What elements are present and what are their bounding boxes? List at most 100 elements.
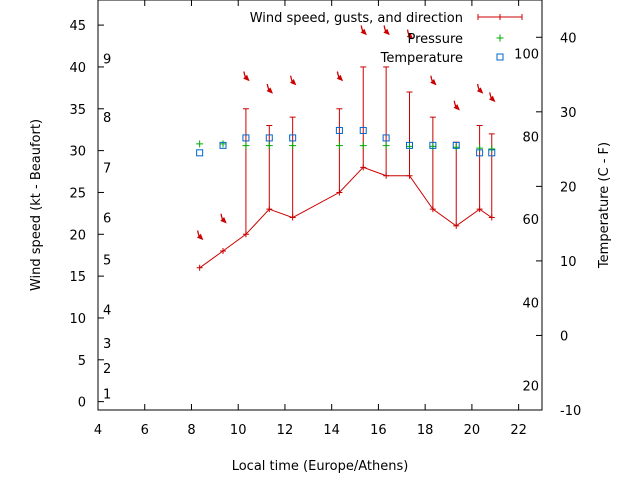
pressure-point [242,142,250,150]
y-tick-label: 25 [69,186,86,201]
y-tick-label: 30 [69,145,86,160]
temperature-point [265,134,273,142]
fahrenheit-label: 100 [514,48,539,63]
y2-tick-label: 40 [560,31,577,46]
y-tick-label: 40 [69,61,86,76]
y-axis-label: Wind speed (kt - Beaufort) [29,119,44,291]
y-tick-label: 15 [69,270,86,285]
y2-tick-label: 30 [560,106,577,121]
beaufort-label: 2 [103,362,111,377]
y2-tick-label: 20 [560,180,577,195]
x-tick-label: 18 [417,423,434,438]
wind-speed-point [406,172,413,179]
beaufort-label: 4 [103,304,111,319]
legend-label: Pressure [407,32,463,47]
pressure-point [476,144,484,152]
pressure-point [265,142,273,150]
pressure-point [382,142,390,150]
wind-speed-point [266,206,273,213]
fahrenheit-label: 20 [522,379,539,394]
wind-speed-point [242,231,249,238]
legend-label: Temperature [380,51,463,66]
x-tick-label: 6 [141,423,149,438]
temperature-point [335,126,343,134]
pressure-point [488,145,496,153]
y2-tick-label: 10 [560,255,577,270]
y-tick-label: 35 [69,103,86,118]
fahrenheit-label: 80 [522,130,539,145]
temperature-point [242,134,250,142]
wind-direction-arrowhead [289,78,297,86]
beaufort-label: 9 [103,53,111,68]
wind-direction-arrowhead [383,28,390,36]
pressure-point [289,142,297,150]
x-tick-label: 20 [464,423,481,438]
temperature-point [196,149,204,157]
legend: Wind speed, gusts, and direction Pressure… [250,11,523,66]
fahrenheit-label: 40 [522,297,539,312]
y-tick-label: 5 [78,354,86,369]
axes-layer: 4 6 8 10 12 14 16 18 20 2205101520253035404512345… [69,0,581,438]
wind-direction-arrowhead [489,95,496,103]
pressure-point [196,140,204,148]
wind-direction-arrowhead [196,233,204,241]
y-tick-label: 45 [69,19,86,34]
wind-speed-point [220,248,227,255]
x-tick-label: 12 [277,423,294,438]
plot-frame [97,0,543,411]
pressure-point [335,142,343,150]
temperature-point [406,141,414,149]
x-axis-label: Local time (Europe/Athens) [232,459,409,474]
y2-axis-label: Temperature (C - F) [597,142,612,269]
temperature-point [452,141,460,149]
y-tick-label: 20 [69,228,86,243]
y2-tick-label: -10 [560,404,581,419]
wind-speed-point [488,214,495,221]
y-tick-label: 0 [78,396,86,411]
beaufort-label: 3 [103,337,111,352]
wind-direction-arrowhead [430,78,437,86]
temperature-point [359,126,367,134]
temperature-point [476,149,484,157]
series-layer [196,25,496,271]
x-tick-label: 10 [230,423,247,438]
y-tick-label: 10 [69,312,86,327]
temperature-point [429,141,437,149]
pressure-point [359,142,367,150]
temperature-point [219,141,227,149]
wind-direction-arrowhead [220,217,227,224]
x-tick-label: 22 [510,423,527,438]
temperature-point [382,134,390,142]
x-tick-label: 16 [370,423,387,438]
wind-speed-point [453,222,460,229]
temperature-point [289,134,297,142]
x-tick-label: 8 [187,423,195,438]
legend-swatch-pressure [496,34,504,42]
beaufort-label: 8 [103,111,111,126]
wind-speed-point [383,172,390,179]
fahrenheit-label: 60 [522,213,539,228]
wind-speed-point [360,164,367,171]
beaufort-label: 1 [103,387,111,402]
wind-direction-arrowhead [476,87,484,94]
pressure-point [219,140,227,148]
legend-label: Wind speed, gusts, and direction [250,11,463,26]
beaufort-label: 5 [103,253,111,268]
x-tick-label: 14 [323,423,340,438]
wind-speed-point [196,264,203,271]
wind-speed-point [289,214,296,221]
pressure-point [452,143,460,151]
wind-direction-arrowhead [266,87,274,94]
legend-swatch-temperature [496,53,504,61]
beaufort-label: 7 [103,161,111,176]
beaufort-label: 6 [103,212,111,227]
wind-speed-point [336,189,343,196]
y2-tick-label: 0 [560,329,568,344]
wind-direction-arrowhead [336,74,344,82]
wind-direction-arrowhead [243,74,250,82]
x-tick-label: 4 [94,423,102,438]
wind-direction-arrowhead [360,28,367,36]
wind-direction-arrowhead [406,32,414,40]
